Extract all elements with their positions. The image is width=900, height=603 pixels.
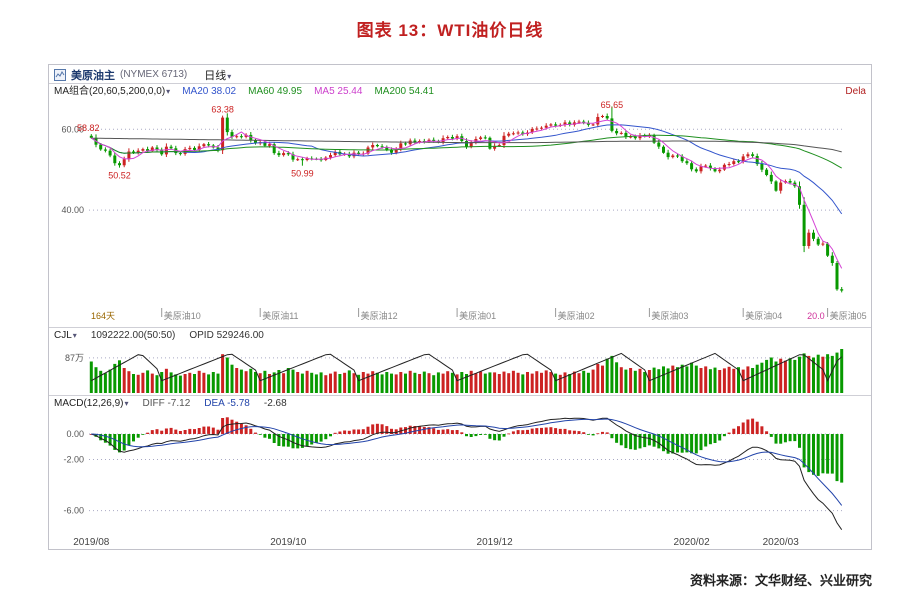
diff-value: DIFF -7.12 xyxy=(142,398,191,409)
svg-text:美原油11: 美原油11 xyxy=(262,310,298,321)
svg-text:美原油03: 美原油03 xyxy=(651,310,688,321)
svg-text:2019/12: 2019/12 xyxy=(477,537,514,548)
period-selector[interactable]: 日线▾ xyxy=(204,67,231,83)
svg-text:2019/08: 2019/08 xyxy=(73,537,110,548)
volume-chart[interactable]: 87万 xyxy=(49,343,871,395)
svg-text:58.82: 58.82 xyxy=(77,123,100,133)
svg-text:美原油05: 美原油05 xyxy=(830,310,867,321)
macd-header-row: MACD(12,26,9)▾ DIFF -7.12 DEA -5.78 -2.6… xyxy=(49,395,871,411)
chevron-down-icon: ▾ xyxy=(124,399,129,408)
macd-chart[interactable]: 0.00 -2.00 -6.00 2019/08 2019/10 2019/12 2020/… xyxy=(49,411,871,549)
svg-text:40.00: 40.00 xyxy=(61,205,84,215)
svg-text:63.38: 63.38 xyxy=(211,105,234,115)
ma-header[interactable]: MA组合(20,60,5,200,0,0)▾ xyxy=(54,86,171,97)
instrument-icon xyxy=(54,68,66,81)
volume-value: 1092222.00(50:50) xyxy=(90,330,176,341)
ma20-value: MA20 38.02 xyxy=(182,86,237,97)
svg-text:美原油04: 美原油04 xyxy=(745,310,782,321)
chart-frame: 美原油主 (NYMEX 6713) 日线▾ MA组合(20,60,5,200,0… xyxy=(48,64,872,550)
svg-text:2019/10: 2019/10 xyxy=(270,537,307,548)
delay-note: Dela xyxy=(845,86,866,97)
volume-indicator-header[interactable]: CJL▾ xyxy=(54,330,77,341)
dea-value: DEA -5.78 xyxy=(204,398,250,409)
svg-text:87万: 87万 xyxy=(65,353,84,363)
svg-text:2020/02: 2020/02 xyxy=(674,537,711,548)
svg-text:美原油01: 美原油01 xyxy=(459,310,496,321)
svg-text:美原油02: 美原油02 xyxy=(558,310,595,321)
volume-header-row: CJL▾ 1092222.00(50:50) OPID 529246.00 xyxy=(49,327,871,343)
main-price-chart[interactable]: 60.00 40.00 美原油10 美原油11 美原油12 美原油01 美原油02 美原油03… xyxy=(49,99,871,327)
svg-text:50.52: 50.52 xyxy=(108,171,131,181)
svg-text:美原油12: 美原油12 xyxy=(361,310,398,321)
period-label: 日线 xyxy=(204,69,227,82)
svg-text:65.65: 65.65 xyxy=(601,100,624,110)
ma200-value: MA200 54.41 xyxy=(374,86,434,97)
svg-text:2020/03: 2020/03 xyxy=(763,537,800,548)
svg-text:-6.00: -6.00 xyxy=(63,506,84,516)
source-note: 资料来源：文华财经、兴业研究 xyxy=(689,573,872,588)
ma5-value: MA5 25.44 xyxy=(314,86,363,97)
svg-text:60.00: 60.00 xyxy=(61,124,84,134)
svg-text:-2.00: -2.00 xyxy=(63,455,84,465)
svg-text:164天: 164天 xyxy=(91,311,115,321)
chevron-down-icon: ▾ xyxy=(72,331,77,340)
macd-bar-value: -2.68 xyxy=(263,398,287,409)
chevron-down-icon: ▾ xyxy=(166,87,171,96)
instrument-code: (NYMEX 6713) xyxy=(120,69,188,80)
chart-toolbar: 美原油主 (NYMEX 6713) 日线▾ xyxy=(49,65,871,84)
ma-indicator-row: MA组合(20,60,5,200,0,0)▾ MA20 38.02 MA60 4… xyxy=(49,84,871,99)
chevron-down-icon: ▾ xyxy=(227,71,232,81)
page-title: 图表 13：WTI油价日线 xyxy=(356,21,544,40)
open-interest-value: OPID 529246.00 xyxy=(189,330,264,341)
instrument-name[interactable]: 美原油主 xyxy=(71,69,115,82)
svg-text:0.00: 0.00 xyxy=(66,429,84,439)
ma60-value: MA60 49.95 xyxy=(248,86,303,97)
svg-text:20.0: 20.0 xyxy=(807,311,825,321)
svg-text:美原油10: 美原油10 xyxy=(164,310,201,321)
svg-text:50.99: 50.99 xyxy=(291,169,314,179)
macd-indicator-header[interactable]: MACD(12,26,9)▾ xyxy=(54,398,129,409)
